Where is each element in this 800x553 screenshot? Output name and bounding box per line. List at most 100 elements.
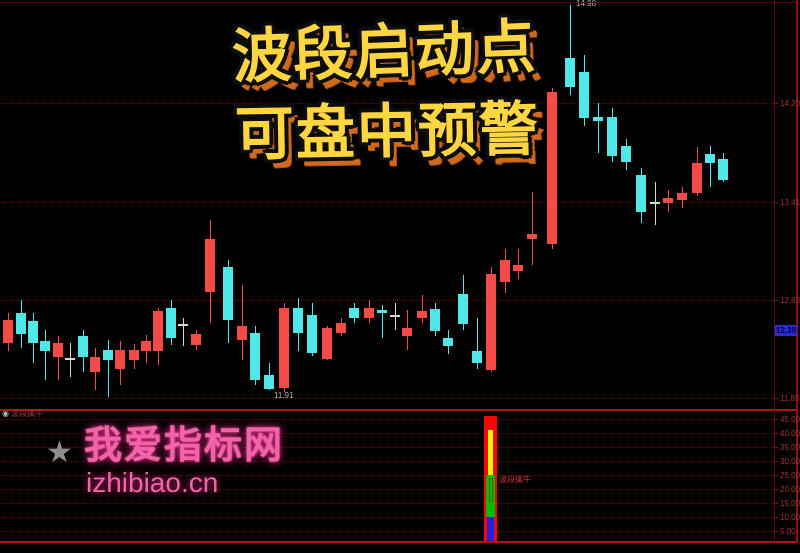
headline-overlay: 波段启动点 可盘中预警 [209, 6, 562, 178]
axis-tick [774, 503, 778, 504]
candle [322, 327, 332, 360]
candle [129, 350, 139, 361]
main-axis-label: 12.63 [780, 296, 800, 306]
candle [307, 315, 317, 353]
candle [377, 310, 387, 313]
candle [500, 259, 510, 283]
candle [3, 320, 13, 343]
indicator-gridline [0, 503, 774, 504]
candle [650, 202, 660, 205]
candle-wick [422, 295, 423, 323]
top-border [0, 2, 797, 3]
signal-bar-yellow [488, 430, 493, 475]
candle [250, 332, 260, 381]
indicator-gridline [0, 531, 774, 532]
bottom-border [0, 541, 797, 543]
candle [103, 350, 113, 361]
main-gridline [0, 202, 774, 204]
indicator-axis-label: 45.00 [780, 415, 800, 424]
candle [677, 193, 687, 200]
candle-wick [518, 248, 519, 279]
candle [430, 308, 440, 332]
indicator-gridline [0, 419, 774, 420]
candle [636, 174, 646, 213]
candle [90, 356, 100, 372]
candle [692, 163, 702, 194]
indicator-gridline [0, 433, 774, 434]
axis-tick [774, 103, 778, 104]
candle [53, 342, 63, 357]
axis-tick [774, 531, 778, 532]
candle [223, 267, 233, 321]
candle [205, 238, 215, 293]
candle [40, 341, 50, 352]
candle-wick [242, 284, 243, 361]
candle [264, 375, 274, 390]
candle [28, 321, 38, 343]
price-annotation: 14.98 [576, 0, 597, 8]
candle [402, 327, 412, 337]
watermark-site-name: 我爱指标网 [84, 425, 285, 467]
axis-tick [774, 397, 778, 399]
signal-bar-green [486, 475, 495, 517]
candle [547, 91, 557, 244]
indicator-axis-label: 25.00 [780, 471, 800, 480]
candle [153, 311, 163, 352]
axis-tick [774, 300, 778, 302]
candle-wick [710, 145, 711, 188]
candle-wick [598, 103, 599, 154]
candle-wick [532, 192, 533, 265]
candle [178, 323, 188, 326]
candle [237, 326, 247, 341]
candle [141, 341, 151, 352]
indicator-gridline [0, 461, 774, 462]
headline-line1: 波段启动点 [231, 13, 539, 91]
candle [663, 198, 673, 204]
axis-tick [774, 447, 778, 448]
candle [417, 311, 427, 318]
watermark-site-url[interactable]: izhibiao.cn [86, 467, 219, 498]
indicator-axis-label: 40.00 [780, 429, 800, 438]
candle-wick [477, 317, 478, 370]
candle [16, 312, 26, 334]
candle [279, 307, 289, 388]
axis-tick [774, 433, 778, 434]
main-gridline [0, 300, 774, 302]
candle [191, 333, 201, 346]
right-border [796, 0, 798, 543]
candle [115, 350, 125, 370]
candle [513, 264, 523, 272]
candle [349, 307, 359, 318]
indicator-axis-label: 15.00 [780, 499, 800, 508]
signal-text-label: 波段擒牛 [499, 475, 531, 484]
star-icon: ★ [46, 436, 73, 469]
candle [705, 154, 715, 164]
candle [443, 337, 453, 347]
candle-wick [382, 305, 383, 338]
candle [293, 307, 303, 333]
candle [593, 116, 603, 121]
signal-bar-blue [487, 517, 494, 543]
candle [527, 233, 537, 239]
main-indicator-divider [0, 409, 797, 411]
main-axis-label: 11.85 [780, 393, 800, 403]
price-annotation: 11.91 [274, 391, 294, 400]
indicator-gridline [0, 517, 774, 518]
candle [364, 307, 374, 318]
indicator-axis-label: 35.00 [780, 443, 800, 452]
indicator-name-label[interactable]: ◉ 波段擒牛 [2, 409, 43, 418]
candle [621, 145, 631, 162]
candle [336, 322, 346, 333]
indicator-gridline [0, 489, 774, 490]
last-price-badge: 12.39 [775, 325, 797, 336]
candle [78, 336, 88, 357]
candle [458, 293, 468, 324]
candle [472, 351, 482, 363]
indicator-axis-label: 30.00 [780, 457, 800, 466]
indicator-axis-label: 5.00 [780, 527, 796, 536]
